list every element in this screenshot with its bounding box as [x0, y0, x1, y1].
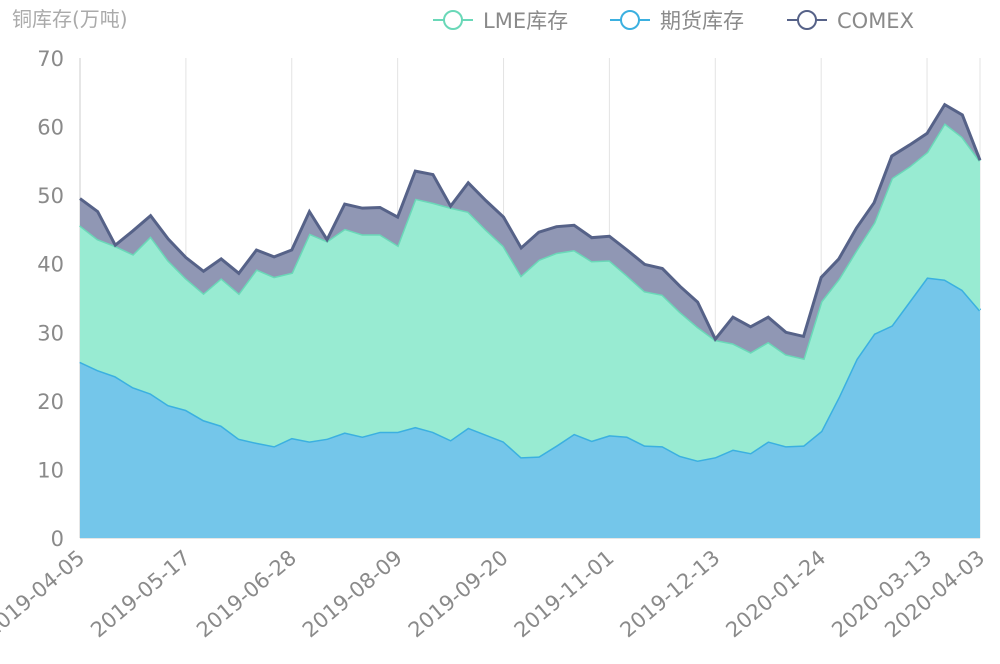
y-tick-label: 60 [37, 116, 64, 140]
y-tick-label: 40 [37, 253, 64, 277]
x-tick-label: 2019-06-28 [192, 545, 301, 642]
y-tick-label: 20 [37, 390, 64, 414]
y-tick-label: 70 [37, 47, 64, 71]
legend-label[interactable]: COMEX [837, 9, 914, 33]
legend-marker[interactable] [443, 10, 463, 30]
x-tick-label: 2019-11-01 [510, 545, 619, 642]
legend-marker[interactable] [797, 10, 817, 30]
chart-title: 铜库存(万吨) [12, 7, 128, 31]
legend-label[interactable]: 期货库存 [660, 9, 744, 33]
area [80, 123, 980, 461]
x-tick-label: 2020-01-24 [721, 545, 830, 642]
y-tick-label: 50 [37, 184, 64, 208]
legend-label[interactable]: LME库存 [483, 9, 568, 33]
x-tick-label: 2019-12-13 [616, 545, 725, 642]
y-tick-label: 10 [37, 458, 64, 482]
area [80, 277, 980, 538]
x-tick-label: 2019-04-05 [0, 545, 89, 642]
legend-marker[interactable] [620, 10, 640, 30]
line [79, 102, 982, 342]
x-tick-label: 2019-05-17 [86, 545, 195, 642]
x-tick-label: 2019-09-20 [404, 545, 513, 642]
y-tick-label: 30 [37, 321, 64, 345]
x-tick-label: 2019-08-09 [298, 545, 407, 642]
y-tick-label: 0 [51, 527, 64, 551]
